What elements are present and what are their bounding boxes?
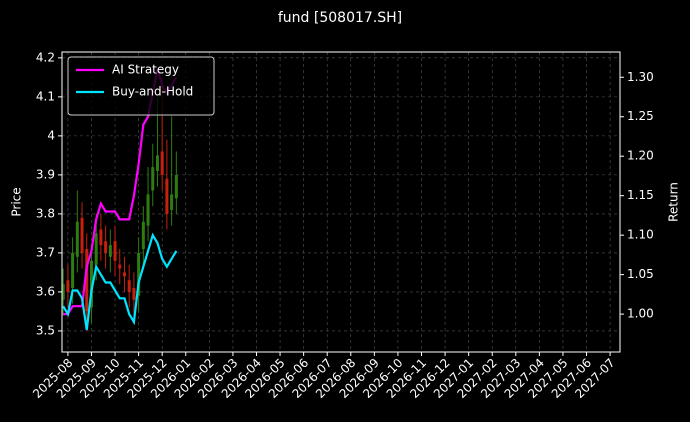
y-tick-label: 4 [47,128,55,142]
candle-body [151,167,155,191]
candle-body [118,264,122,269]
candle-body [80,217,84,253]
y-tick-label: 4.2 [36,50,55,64]
candle-body [146,194,150,226]
candle-body [61,284,65,300]
y2-tick-label: 1.15 [627,188,654,202]
candle-body [66,280,70,292]
candle-body [122,272,126,277]
y2-tick-label: 1.10 [627,228,654,242]
candle-body [141,221,145,250]
candle-body [89,260,93,308]
y2-tick-label: 1.00 [627,307,654,321]
candle-body [85,249,89,312]
y-tick-label: 4.1 [36,89,55,103]
plot-frame [61,51,621,353]
candle-body [165,178,169,214]
candle-body [160,151,164,175]
y-tick-label: 3.7 [36,245,55,259]
y2-tick-label: 1.30 [627,70,654,84]
y2-tick-label: 1.25 [627,109,654,123]
candle-body [113,241,117,261]
y2-tick-label: 1.05 [627,267,654,281]
y-tick-label: 3.9 [36,167,55,181]
chart-title: fund [508017.SH] [278,10,402,26]
y-tick-label: 3.6 [36,284,55,298]
y2-tick-label: 1.20 [627,149,654,163]
series-line [62,232,178,331]
legend-box [67,56,215,116]
candle-body [127,280,131,292]
candle-body [99,229,103,246]
legend-label: Buy-and-Hold [112,85,193,99]
candle-body [71,252,75,289]
legend-label: AI Strategy [112,63,179,77]
candle-body [94,233,98,265]
candle-body [137,252,141,296]
candle-body [108,245,112,257]
y-tick-label: 3.8 [36,206,55,220]
candle-body [104,241,108,253]
y2-axis-label: Return [667,182,681,222]
candle-body [174,174,178,199]
candle-body [75,221,79,257]
candle-body [132,288,136,300]
candle-body [170,194,174,210]
y-axis-label: Price [10,187,24,216]
y-tick-label: 3.5 [36,323,55,337]
candle-body [155,155,159,171]
